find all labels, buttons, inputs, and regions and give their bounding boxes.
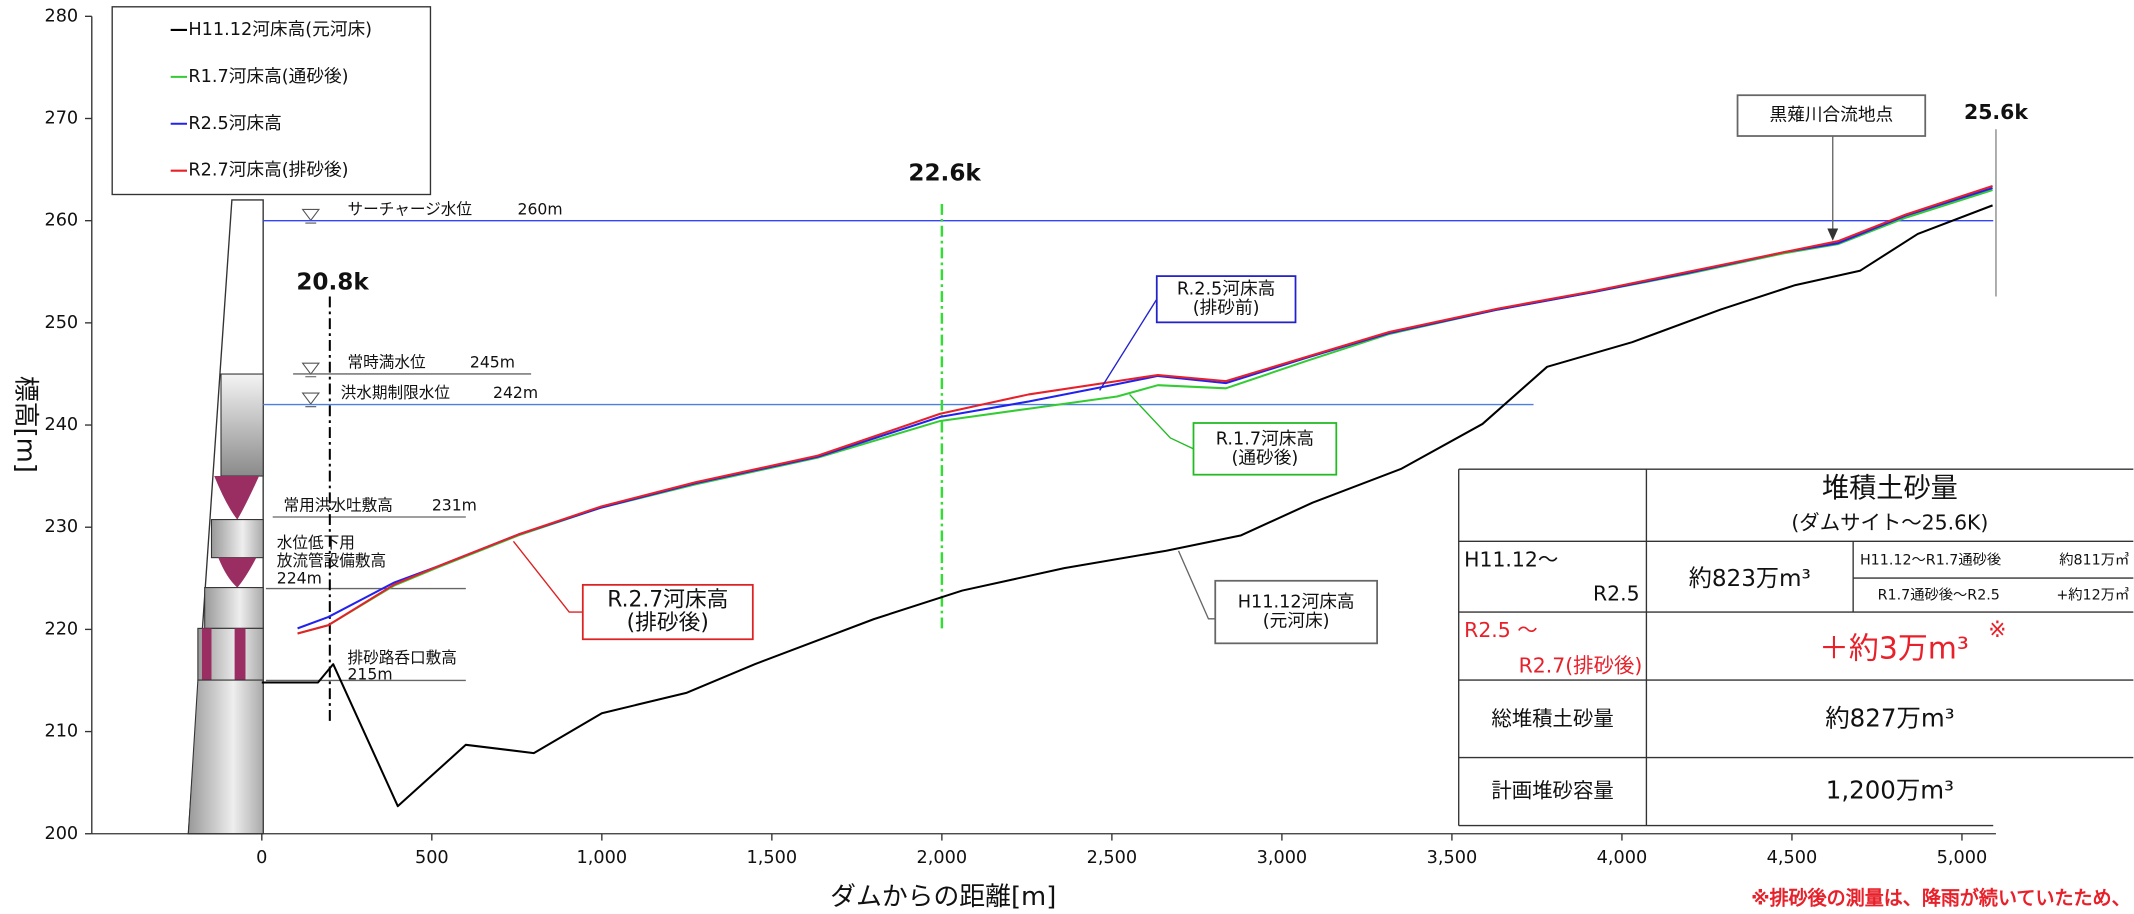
series-line bbox=[297, 186, 1993, 630]
section-label: 25.6k bbox=[1964, 100, 2028, 124]
row-label: R2.5 bbox=[1593, 581, 1640, 605]
callout-arrow bbox=[1827, 228, 1839, 241]
callout-box bbox=[1192, 422, 1338, 476]
callout-text: (通砂後) bbox=[1231, 447, 1298, 468]
y-axis-label: 標高[m] bbox=[11, 376, 41, 473]
x-tick-label: 3,000 bbox=[1257, 848, 1308, 868]
reference-label: 排砂路呑口敷高 bbox=[347, 648, 456, 667]
row-label: R2.7(排砂後) bbox=[1519, 653, 1643, 677]
x-tick-label: 2,500 bbox=[1087, 848, 1138, 868]
reference-value: 260m bbox=[518, 199, 563, 218]
callout-leader bbox=[1129, 393, 1194, 450]
reference-value: 245m bbox=[470, 353, 515, 372]
x-axis-label: ダムからの距離[m] bbox=[830, 882, 1056, 912]
callout-text: 黒薙川合流地点 bbox=[1770, 105, 1894, 126]
y-tick-label: 230 bbox=[44, 517, 78, 537]
row-note-mark: ※ bbox=[1988, 618, 2006, 643]
reference-label: 放流管設備敷高 bbox=[277, 551, 386, 570]
x-tick-label: 5,000 bbox=[1937, 848, 1988, 868]
reference-value: 231m bbox=[432, 496, 477, 515]
callout-text: R.1.7河床高 bbox=[1216, 428, 1314, 449]
callout-box bbox=[1214, 579, 1378, 645]
reference-value: 215m bbox=[347, 665, 392, 684]
table-title: 堆積土砂量 bbox=[1822, 473, 1958, 504]
detail-value: +約12万㎥ bbox=[2056, 587, 2129, 604]
x-tick-label: 500 bbox=[415, 848, 449, 868]
row-value: 1,200万m³ bbox=[1826, 776, 1954, 805]
reference-label: 水位低下用 bbox=[277, 533, 355, 552]
section-label: 20.8k bbox=[296, 269, 369, 295]
detail-label: R1.7通砂後～R2.5 bbox=[1878, 587, 2000, 604]
legend-label: R2.5河床高 bbox=[188, 113, 281, 134]
row-value: 約827万m³ bbox=[1825, 704, 1954, 733]
row-value: ＋約3万m³ bbox=[1819, 632, 1969, 667]
reference-label: 常用洪水吐敷高 bbox=[284, 496, 393, 515]
row-label: 計画堆砂容量 bbox=[1491, 779, 1613, 803]
callout-text: R.2.7河床高 bbox=[607, 587, 728, 612]
dam-drawing bbox=[187, 199, 321, 835]
detail-label: H11.12～R1.7通砂後 bbox=[1860, 551, 2001, 568]
callout-text: (元河床) bbox=[1263, 611, 1330, 632]
legend-label: H11.12河床高(元河床) bbox=[188, 19, 372, 40]
row-label: R2.5 ～ bbox=[1464, 618, 1537, 642]
row-label: 総堆積土砂量 bbox=[1491, 707, 1613, 731]
reference-label: 洪水期制限水位 bbox=[341, 383, 451, 402]
callout-box bbox=[1736, 94, 1927, 137]
reference-value: 242m bbox=[493, 383, 538, 402]
legend-label: R2.7河床高(排砂後) bbox=[188, 160, 348, 181]
y-tick-label: 250 bbox=[44, 313, 78, 333]
callout-text: R.2.5河床高 bbox=[1177, 279, 1275, 300]
row-value: 約823万m³ bbox=[1689, 566, 1811, 592]
y-tick-label: 280 bbox=[44, 6, 78, 26]
series-line bbox=[261, 204, 1993, 808]
y-tick-label: 240 bbox=[44, 415, 78, 435]
y-tick-label: 270 bbox=[44, 109, 78, 129]
legend: H11.12河床高(元河床) R1.7河床高(通砂後) R2.5河床高 R2.7河床高… bbox=[111, 6, 432, 196]
x-tick-label: 1,500 bbox=[747, 848, 798, 868]
callout-text: (排砂後) bbox=[627, 611, 709, 636]
x-tick-label: 2,000 bbox=[917, 848, 968, 868]
x-tick-label: 4,500 bbox=[1767, 848, 1818, 868]
x-tick-label: 3,500 bbox=[1427, 848, 1478, 868]
callout-text: (排砂前) bbox=[1193, 298, 1260, 319]
callout-box bbox=[581, 583, 754, 641]
callout-leader bbox=[512, 540, 583, 613]
reference-label: 常時満水位 bbox=[347, 353, 426, 372]
callout-box bbox=[1155, 275, 1297, 324]
y-tick-label: 200 bbox=[44, 824, 78, 844]
row-label: H11.12～ bbox=[1464, 547, 1558, 571]
x-tick-label: 4,000 bbox=[1597, 848, 1648, 868]
table-subtitle: (ダムサイト～25.6K) bbox=[1791, 511, 1988, 535]
legend-label: R1.7河床高(通砂後) bbox=[188, 66, 348, 87]
callout-leader bbox=[1099, 298, 1158, 391]
callout-text: H11.12河床高 bbox=[1238, 592, 1355, 613]
series-line bbox=[297, 184, 1993, 635]
reference-label: サーチャージ水位 bbox=[347, 199, 472, 218]
callout-leader bbox=[1177, 550, 1216, 620]
data-table bbox=[1458, 468, 2134, 827]
reference-value: 224m bbox=[277, 569, 322, 588]
x-tick-label: 0 bbox=[256, 848, 267, 868]
detail-value: 約811万㎥ bbox=[2059, 551, 2129, 568]
y-tick-label: 210 bbox=[44, 722, 78, 742]
footnote: ※排砂後の測量は、降雨が続いていたため、 bbox=[1751, 887, 2131, 910]
y-tick-label: 220 bbox=[44, 619, 78, 639]
y-tick-label: 260 bbox=[44, 211, 78, 231]
section-label: 22.6k bbox=[908, 161, 981, 187]
x-tick-label: 1,000 bbox=[577, 848, 628, 868]
